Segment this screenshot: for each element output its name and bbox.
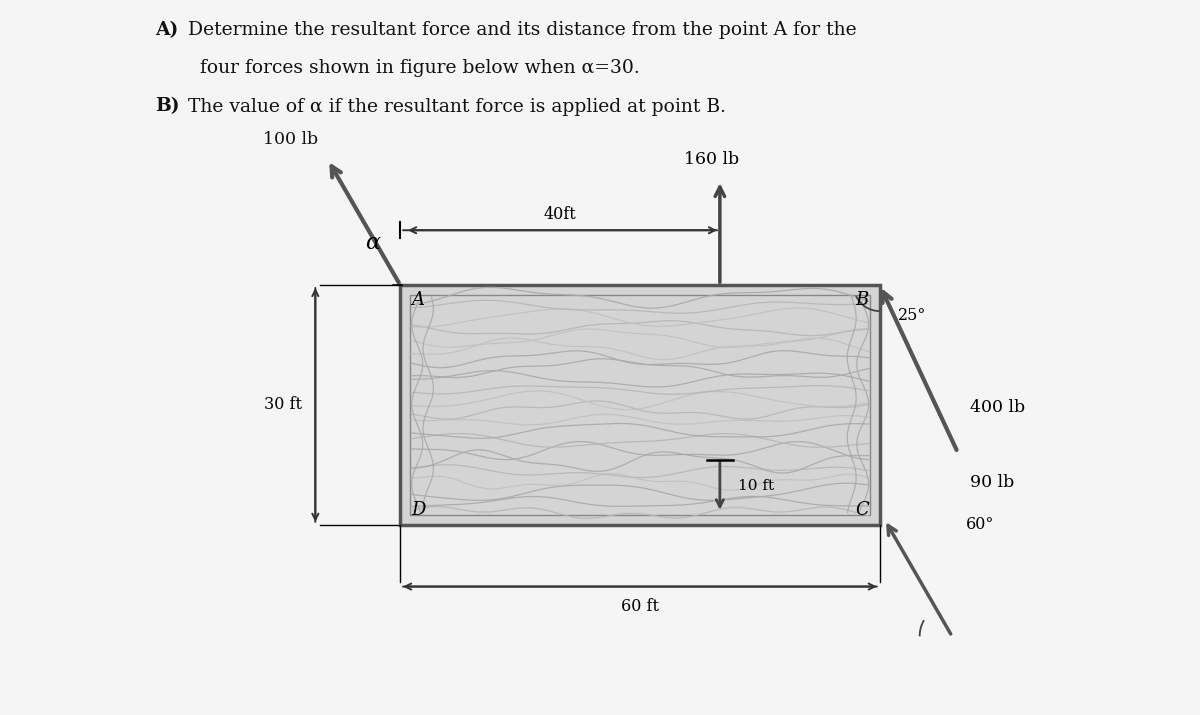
Text: B: B	[856, 291, 869, 309]
Text: The value of α if the resultant force is applied at point B.: The value of α if the resultant force is…	[182, 97, 726, 116]
Text: 100 lb: 100 lb	[263, 131, 318, 148]
Text: Determine the resultant force and its distance from the point A for the: Determine the resultant force and its di…	[182, 21, 857, 39]
Text: 10 ft: 10 ft	[738, 479, 774, 493]
Text: 25°: 25°	[898, 307, 926, 324]
Text: A: A	[412, 291, 425, 309]
Text: D: D	[412, 500, 426, 518]
Text: 400 lb: 400 lb	[970, 399, 1025, 416]
Text: 30 ft: 30 ft	[264, 396, 302, 413]
Text: four forces shown in figure below when α=30.: four forces shown in figure below when α…	[200, 59, 641, 77]
Text: 90 lb: 90 lb	[970, 474, 1014, 491]
Text: A): A)	[156, 21, 179, 39]
Text: 60 ft: 60 ft	[620, 598, 659, 615]
Text: α: α	[365, 232, 379, 255]
Text: 160 lb: 160 lb	[684, 152, 739, 168]
Bar	[401, 285, 880, 525]
Bar	[410, 295, 870, 515]
Text: C: C	[854, 500, 869, 518]
Text: B): B)	[156, 97, 180, 116]
Text: 60°: 60°	[966, 516, 994, 533]
Text: 40ft: 40ft	[544, 206, 576, 223]
